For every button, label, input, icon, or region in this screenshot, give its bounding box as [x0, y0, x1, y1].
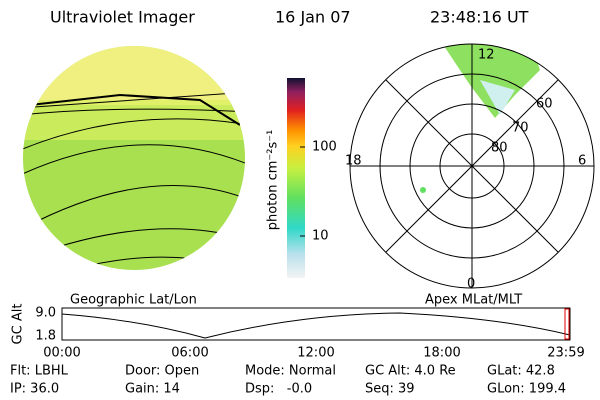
polar-label: 70	[512, 121, 529, 136]
info-field: Dsp: -0.0	[245, 382, 312, 397]
altitude-curve	[61, 312, 571, 339]
polar-label: 6	[578, 154, 586, 169]
info-field: GLat: 42.8	[487, 364, 555, 379]
x-tick-label: 18:00	[423, 346, 460, 361]
info-field: Seq: 39	[365, 382, 415, 397]
colorbar-label: photon cm⁻²s⁻¹	[266, 130, 281, 231]
x-tick-label: 06:00	[171, 346, 208, 361]
colorbar	[287, 78, 305, 278]
colorbar-tick-label: 10	[312, 229, 329, 244]
x-tick-label: 00:00	[43, 346, 80, 361]
title: Ultraviolet Imager	[50, 8, 195, 27]
x-tick-label: 23:59	[547, 346, 584, 361]
info-field: IP: 36.0	[10, 382, 59, 397]
caption: Geographic Lat/Lon	[70, 293, 197, 308]
info-field: Gain: 14	[125, 382, 180, 397]
info-field: GLon: 199.4	[487, 382, 566, 397]
info-panel: Flt: LBHL Door: Open Mode: Normal GC Alt: 4…	[10, 364, 566, 397]
y-tick-label: 1.8	[35, 329, 56, 344]
polar-label: 80	[491, 141, 508, 156]
info-field: Door: Open	[125, 364, 199, 379]
earth-image	[23, 46, 245, 270]
polar-label: 12	[478, 48, 495, 63]
x-ticks: 00:00 06:00 12:00 18:00 23:59	[43, 346, 584, 361]
altitude-frame	[61, 307, 571, 341]
y-tick-label: 9.0	[35, 306, 56, 321]
caption: Apex MLat/MLT	[425, 293, 522, 308]
colorbar-tick-label: 100	[312, 140, 337, 155]
polar-image	[420, 44, 540, 193]
info-field: Mode: Normal	[245, 364, 336, 379]
x-tick-label: 12:00	[297, 346, 334, 361]
polar-label: 18	[345, 154, 362, 169]
info-field: GC Alt: 4.0 Re	[365, 364, 456, 379]
polar-label: 0	[467, 277, 475, 292]
altitude-ylabel: GC Alt	[11, 304, 26, 345]
time: 23:48:16 UT	[430, 8, 529, 27]
polar-grid	[349, 43, 595, 289]
date: 16 Jan 07	[275, 8, 351, 27]
polar-label: 60	[536, 97, 553, 112]
info-field: Flt: LBHL	[10, 364, 69, 379]
time-marker	[564, 308, 570, 340]
